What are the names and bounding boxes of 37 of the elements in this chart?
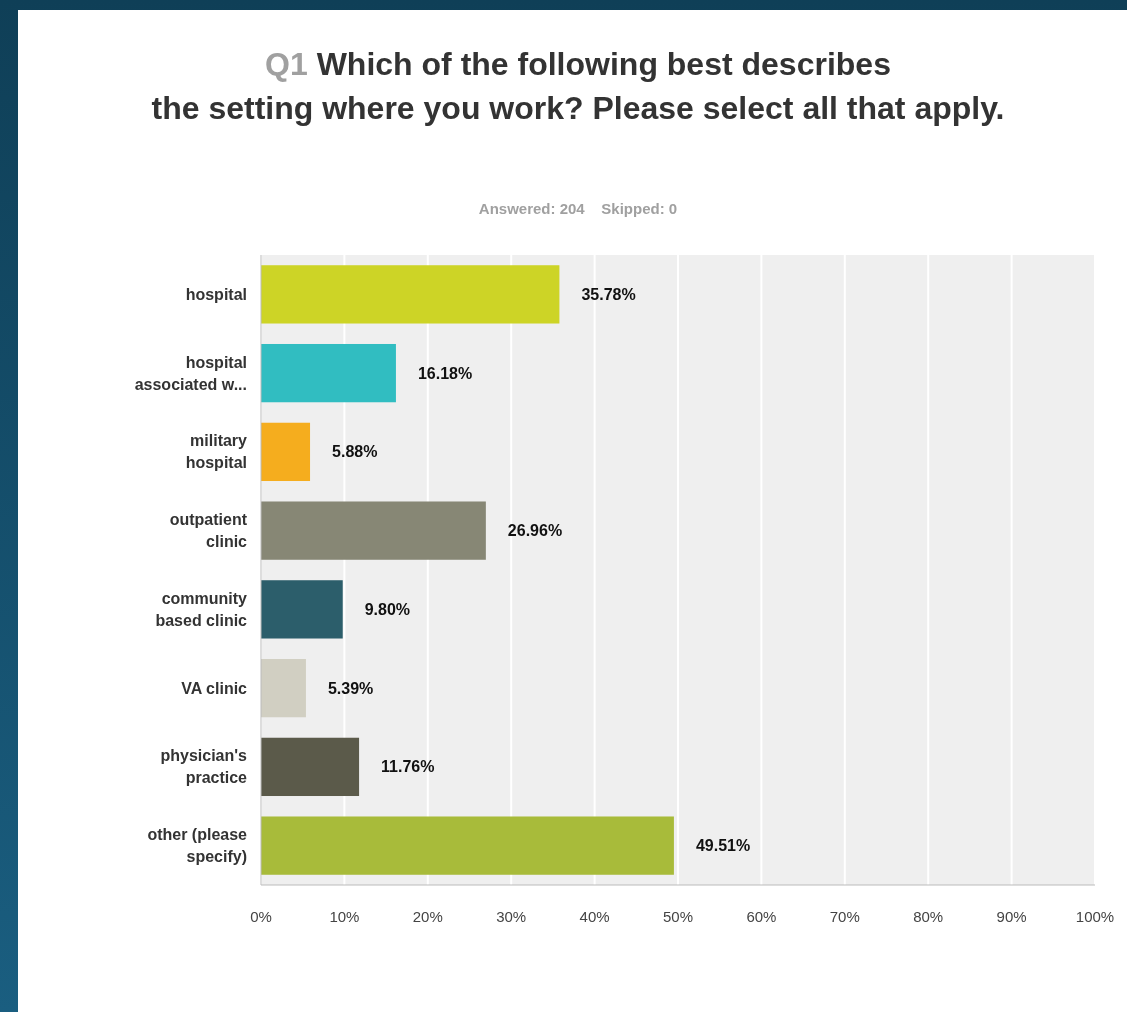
bar [261, 265, 560, 324]
y-tick-label: VA clinic [181, 679, 248, 697]
bar [261, 501, 486, 560]
x-tick-label: 20% [412, 908, 443, 925]
data-label: 35.78% [581, 285, 636, 303]
bar [261, 580, 343, 639]
y-tick-label: hospital [185, 285, 247, 303]
x-tick-label: 40% [579, 908, 610, 925]
y-tick-label: hospital associated w... [134, 353, 247, 393]
data-label: 26.96% [507, 522, 563, 540]
y-tick-label: physician's practice [160, 747, 248, 787]
y-tick-label: community based clinic [155, 589, 248, 629]
data-label: 5.88% [332, 443, 378, 461]
chart-subtitle: Answered: 204 Skipped: 0 [478, 200, 678, 217]
y-tick-label: military hospital [185, 432, 248, 472]
x-tick-label: 70% [829, 908, 860, 925]
bar [261, 737, 360, 797]
y-tick-label: outpatient clinic [169, 511, 248, 551]
x-tick-label: 50% [662, 908, 694, 925]
x-tick-label: 80% [913, 908, 944, 925]
bar [261, 658, 306, 718]
x-tick-label: 90% [996, 908, 1027, 925]
chart-title: Q1 Which of the following best describes the setting where you work? Please select all that apply. [151, 46, 1005, 126]
bar [261, 816, 674, 875]
data-label: 9.80% [364, 600, 411, 618]
x-tick-label: 100% [1075, 908, 1115, 925]
y-tick-label: other (please specify) [147, 826, 248, 866]
data-label: 49.51% [695, 837, 751, 855]
bar [261, 343, 396, 403]
x-tick-label: 60% [746, 908, 777, 925]
data-label: 5.39% [327, 679, 374, 697]
x-tick-label: 30% [496, 908, 527, 925]
bar [261, 422, 311, 482]
x-tick-label: 0% [250, 908, 272, 925]
data-label: 16.18% [417, 364, 473, 382]
data-label: 11.76% [381, 758, 435, 776]
x-tick-label: 10% [329, 908, 360, 925]
